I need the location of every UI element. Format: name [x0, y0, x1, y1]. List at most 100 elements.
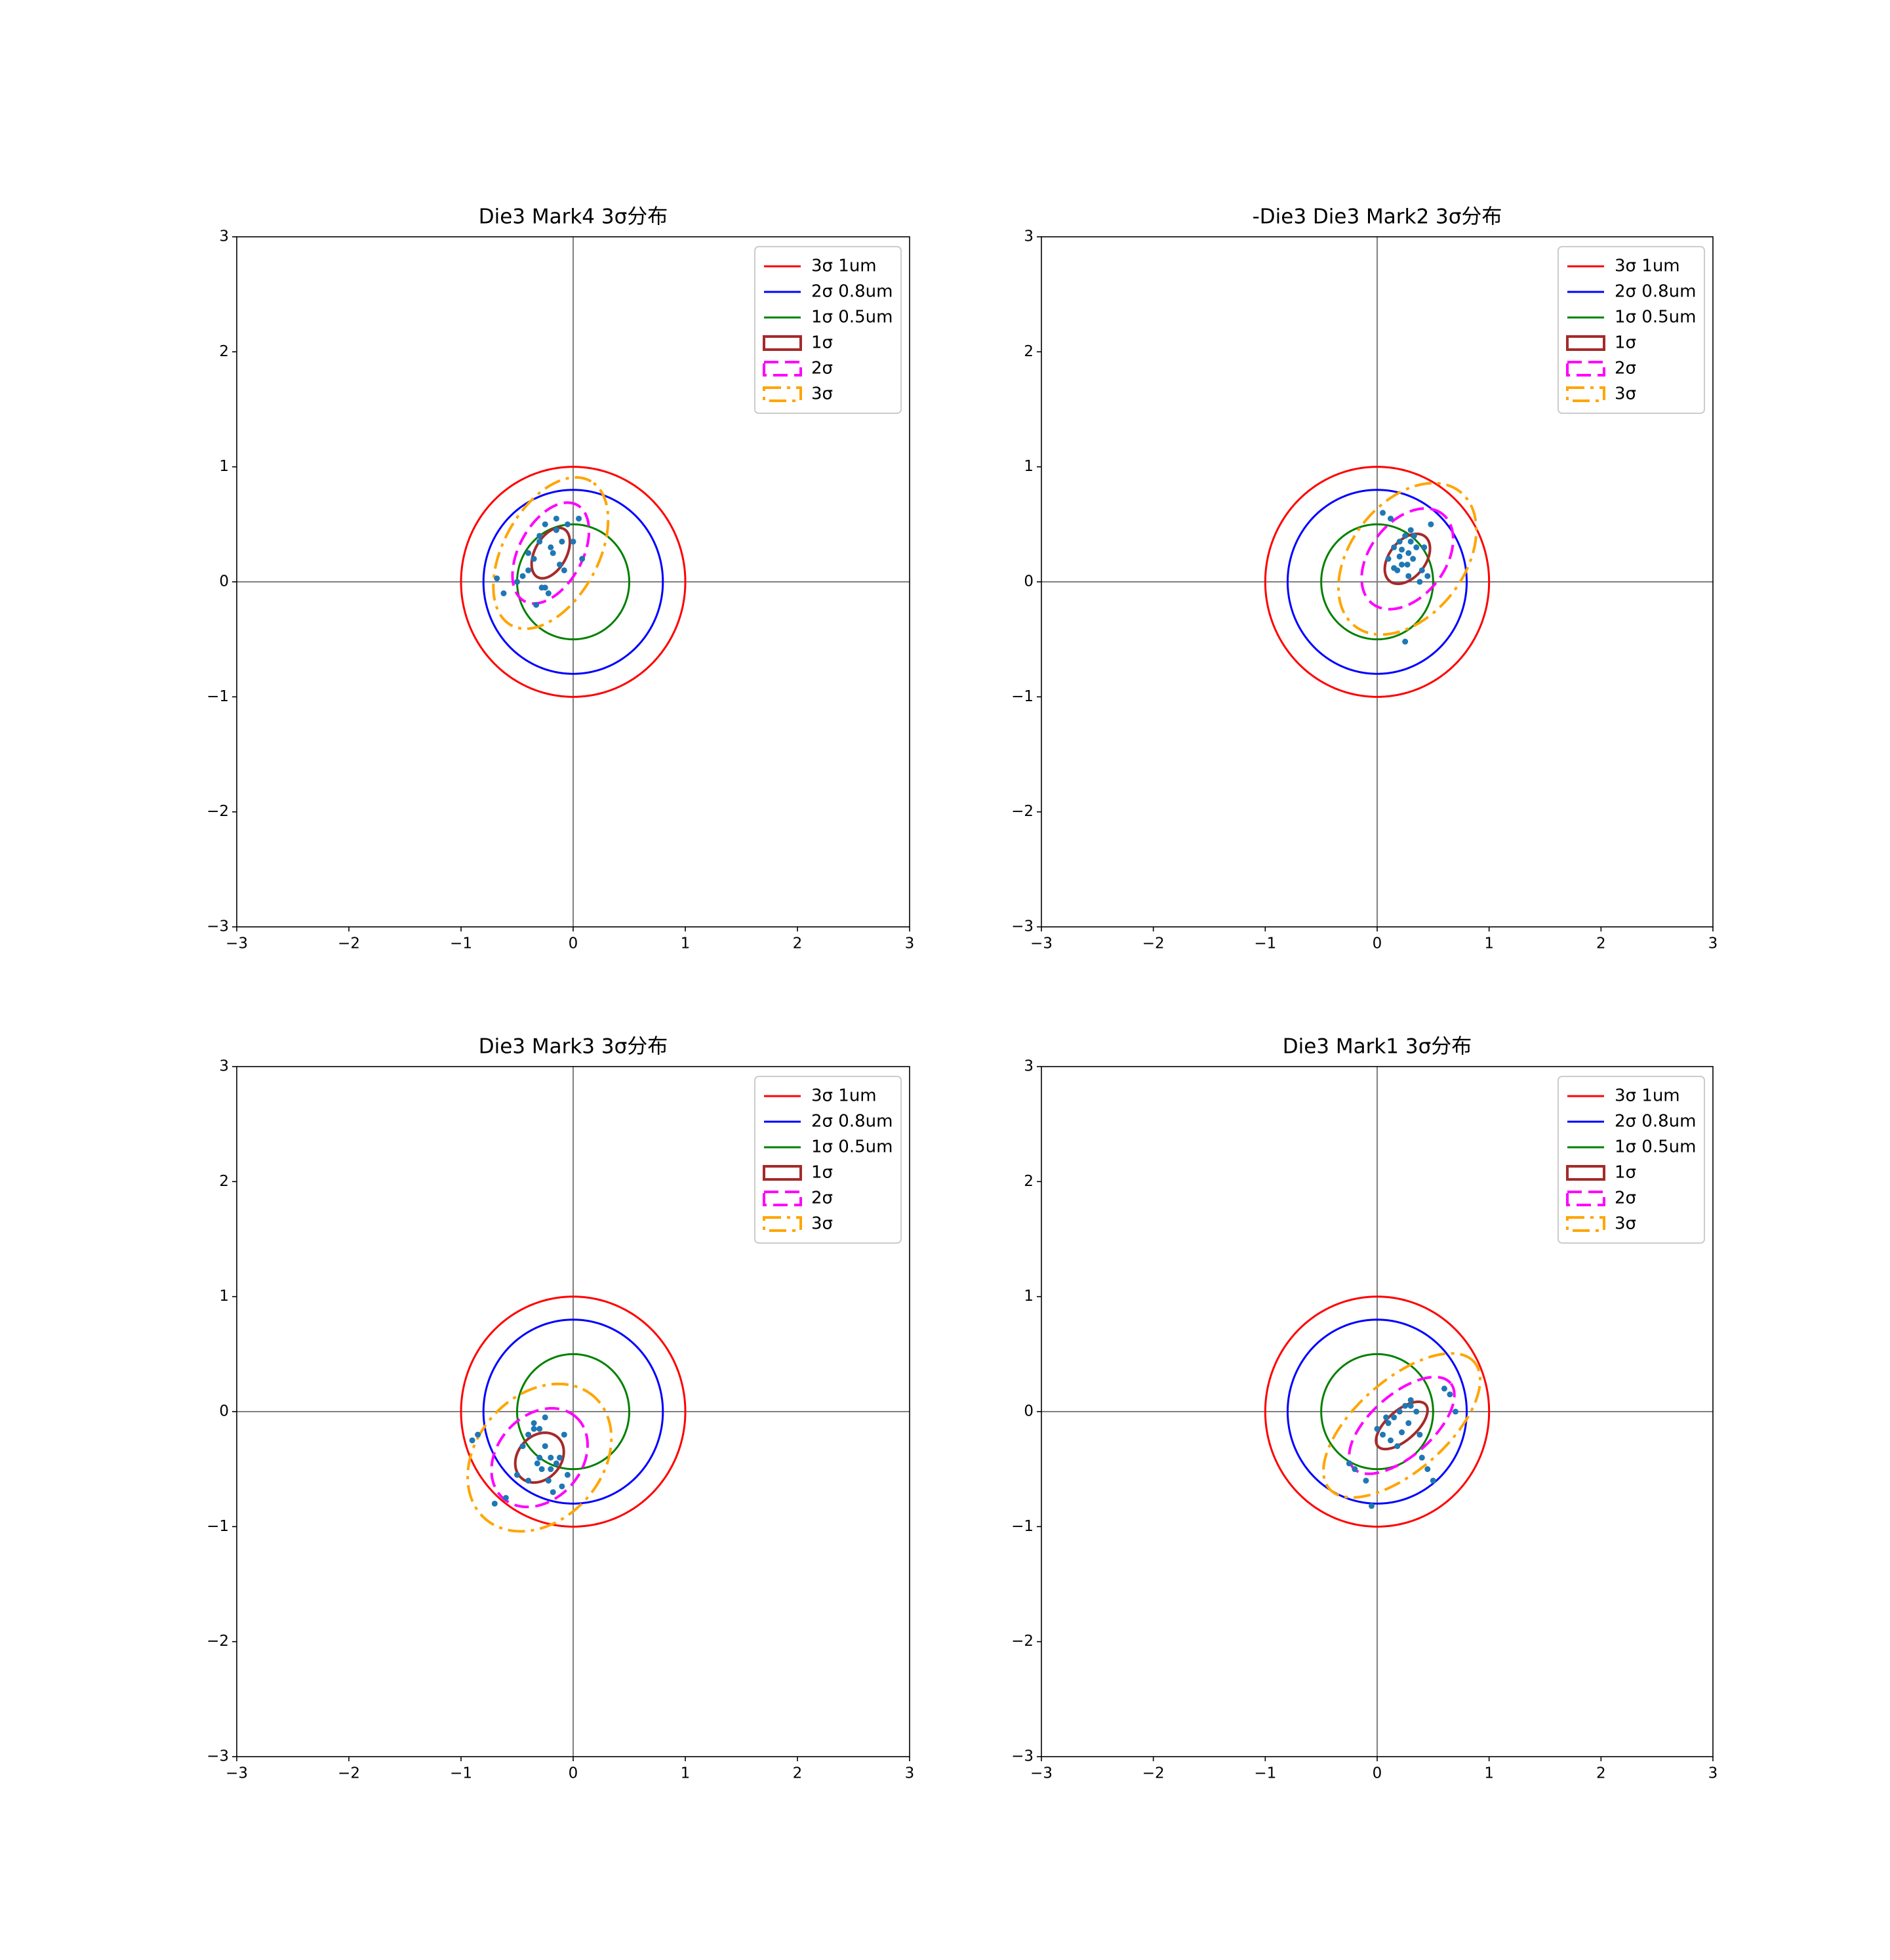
confidence-ellipse — [511, 501, 591, 605]
x-tick-label: 2 — [793, 935, 803, 952]
point — [1411, 533, 1417, 539]
legend-patch — [763, 1165, 802, 1181]
subplot-title: Die3 Mark3 3σ分布 — [479, 1035, 668, 1059]
point — [533, 602, 540, 608]
x-tick-label: 1 — [1484, 1765, 1494, 1782]
legend-label: 3σ — [811, 1214, 833, 1234]
legend-label: 3σ 1um — [811, 256, 877, 276]
point — [1385, 556, 1392, 562]
y-tick-label: −3 — [207, 918, 229, 935]
subplot-title: Die3 Mark1 3σ分布 — [1283, 1035, 1472, 1059]
subplot: −3 −2 −1 0 1 2 3 −3 −2 −1 0 1 2 3 Die3 Mark1 3σ分布 3σ 1u… — [1011, 1035, 1718, 1782]
point — [561, 567, 567, 573]
circle — [1264, 1296, 1491, 1528]
x-tick-label: −3 — [1030, 1765, 1053, 1782]
subplot: −3 −2 −1 0 1 2 3 −3 −2 −1 0 1 2 3 Die3 Mark3 3σ分布 3σ 1u… — [207, 1035, 914, 1782]
legend-patch — [763, 335, 802, 351]
x-tick-label: 0 — [569, 935, 578, 952]
legend-patch — [763, 361, 802, 377]
circle — [1320, 523, 1434, 641]
confidence-ellipse — [513, 1431, 565, 1484]
subplot-title: Die3 Mark4 3σ分布 — [479, 205, 668, 229]
point — [1374, 1425, 1380, 1432]
circle — [1286, 1318, 1468, 1505]
legend-label: 1σ — [1615, 1163, 1636, 1183]
confidence-ellipse — [1322, 1352, 1482, 1499]
point — [1418, 1454, 1425, 1461]
point — [1402, 1402, 1409, 1409]
point — [519, 573, 526, 579]
point — [1407, 1402, 1414, 1409]
legend-label: 2σ 0.8um — [811, 1112, 893, 1132]
x-tick-label: −2 — [1142, 935, 1165, 952]
y-tick-label: −1 — [207, 1518, 229, 1535]
x-tick-label: −2 — [1142, 1765, 1165, 1782]
point — [1404, 561, 1411, 568]
point — [548, 1466, 554, 1473]
plot-area — [237, 1067, 910, 1757]
circle — [1264, 466, 1491, 698]
point — [536, 1454, 543, 1461]
x-tick-label: −2 — [338, 935, 360, 952]
point — [564, 1471, 571, 1478]
subplot-title: -Die3 Die3 Mark2 3σ分布 — [1253, 205, 1502, 229]
circle — [1286, 489, 1468, 675]
x-tick-label: −1 — [1254, 935, 1276, 952]
point — [1407, 527, 1414, 533]
y-tick-label: 0 — [1024, 573, 1034, 590]
legend-label: 1σ — [811, 1163, 833, 1183]
x-tick-label: 3 — [1708, 935, 1718, 952]
point — [1396, 1408, 1403, 1415]
y-tick-label: 1 — [219, 1288, 229, 1305]
y-tick-label: 1 — [219, 458, 229, 475]
point — [531, 556, 537, 562]
x-tick-label: 0 — [569, 1765, 578, 1782]
confidence-ellipse — [1360, 507, 1455, 611]
subplot: −3 −2 −1 0 1 2 3 −3 −2 −1 0 1 2 3 -Die3 Die3 Mark2 3σ分… — [1011, 205, 1718, 952]
point — [1424, 573, 1431, 579]
point — [514, 1471, 520, 1478]
x-tick-label: −1 — [450, 935, 472, 952]
point — [536, 533, 543, 539]
legend-patch — [1566, 335, 1605, 351]
point — [1380, 510, 1386, 516]
point — [1430, 1477, 1436, 1484]
y-tick-label: 2 — [1024, 1173, 1034, 1190]
point — [531, 1425, 537, 1432]
point — [475, 1431, 481, 1438]
x-tick-label: 1 — [681, 1765, 691, 1782]
point — [1407, 1397, 1414, 1403]
legend-label: 3σ 1um — [1615, 1086, 1680, 1106]
confidence-ellipse — [530, 526, 571, 580]
point — [525, 1431, 532, 1438]
circle — [482, 1318, 664, 1505]
y-tick-label: −2 — [1011, 1633, 1034, 1650]
point — [1428, 521, 1434, 527]
point — [525, 550, 532, 556]
legend: 3σ 1um 2σ 0.8um 1σ 0.5um 1σ 2σ 3σ — [754, 1076, 902, 1244]
legend-patch — [1566, 1165, 1605, 1181]
legend-patch — [1566, 1191, 1605, 1206]
legend-label: 2σ 0.8um — [1615, 282, 1696, 302]
subplot: −3 −2 −1 0 1 2 3 −3 −2 −1 0 1 2 3 Die3 Mark4 3σ分布 3σ 1u… — [207, 205, 914, 952]
point — [548, 544, 554, 550]
point — [570, 539, 576, 545]
legend-label: 2σ — [811, 359, 833, 378]
x-tick-label: 2 — [1596, 1765, 1606, 1782]
point — [1405, 1420, 1412, 1427]
y-tick-label: −2 — [207, 803, 229, 820]
point — [542, 1414, 548, 1421]
point — [576, 516, 582, 522]
y-tick-label: 3 — [219, 1058, 229, 1075]
legend-label: 1σ — [811, 333, 833, 353]
x-tick-label: 0 — [1373, 935, 1382, 952]
circle — [460, 466, 687, 698]
point — [1413, 1408, 1420, 1415]
y-tick-label: 1 — [1024, 458, 1034, 475]
point — [545, 1477, 552, 1484]
point — [1363, 1477, 1369, 1484]
y-tick-label: 0 — [219, 573, 229, 590]
legend-label: 1σ 0.5um — [811, 1137, 893, 1157]
point — [564, 521, 571, 527]
